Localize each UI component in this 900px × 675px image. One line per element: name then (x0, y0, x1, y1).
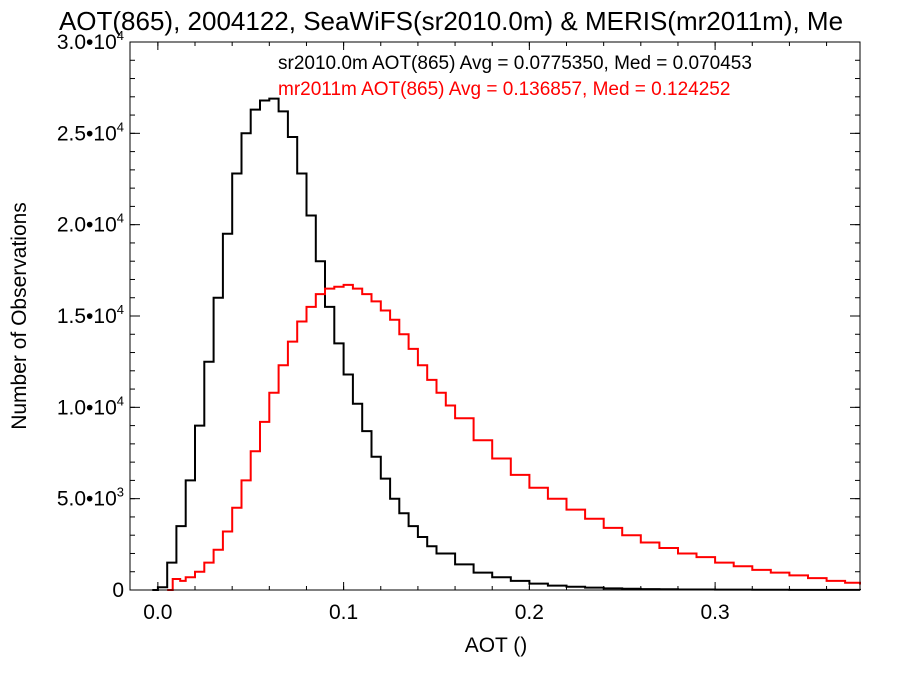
legend: sr2010.0m AOT(865) Avg = 0.0775350, Med … (278, 53, 752, 100)
series-layer (152, 97, 861, 591)
x-tick-label: 0.2 (515, 601, 544, 624)
y-tick-label: 1.0•104 (57, 393, 124, 419)
series-line-0 (152, 97, 861, 591)
x-tick-label: 0.1 (329, 601, 358, 624)
y-tick-label: 0 (112, 579, 124, 602)
x-axis: 0.0 0.1 0.2 0.3 (143, 42, 828, 624)
x-axis-title: AOT () (465, 634, 528, 657)
legend-entry-sr2010: sr2010.0m AOT(865) Avg = 0.0775350, Med … (278, 53, 752, 74)
y-tick-label: 1.5•104 (57, 302, 124, 328)
y-axis-title: Number of Observations (8, 202, 31, 430)
y-tick-label: 3.0•104 (57, 28, 124, 54)
y-tick-label: 2.5•104 (57, 119, 124, 145)
series-line-1 (167, 283, 861, 591)
legend-entry-mr2011: mr2011m AOT(865) Avg = 0.136857, Med = 0… (278, 79, 730, 100)
chart-title: AOT(865), 2004122, SeaWiFS(sr2010.0m) & … (59, 6, 843, 36)
y-tick-label: 5.0•103 (57, 485, 124, 511)
x-tick-label: 0.0 (143, 601, 172, 624)
y-tick-label: 2.0•104 (57, 211, 124, 237)
y-axis: 0 5.0•103 1.0•104 1.5•104 2.0•104 2.5•104 3.0•… (57, 28, 860, 602)
x-tick-label: 0.3 (701, 601, 730, 624)
